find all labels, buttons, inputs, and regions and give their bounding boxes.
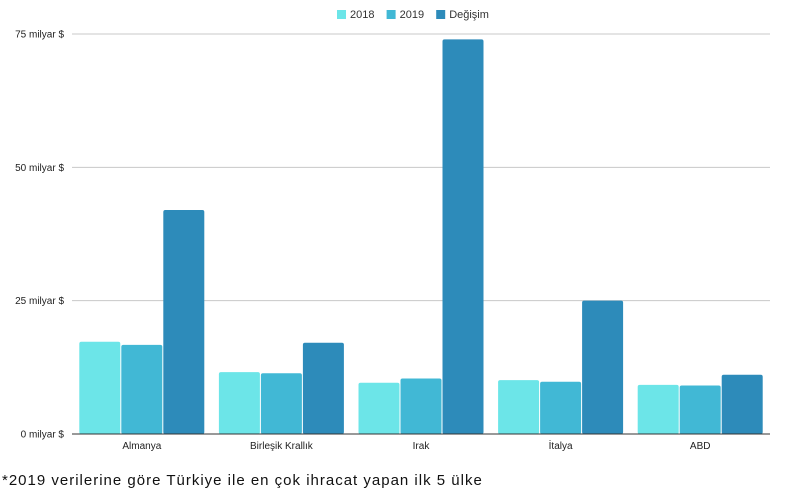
x-category-label: Birleşik Krallık bbox=[250, 441, 314, 452]
y-tick-label: 75 milyar $ bbox=[15, 30, 64, 41]
legend-swatch bbox=[337, 10, 346, 19]
bar-değişim-3 bbox=[582, 300, 624, 434]
legend-swatch bbox=[386, 10, 396, 19]
bar-değişim-4 bbox=[721, 374, 763, 434]
legend-item-1[interactable]: 2019 bbox=[386, 9, 424, 21]
bar-2018-0 bbox=[79, 341, 121, 434]
bars bbox=[79, 39, 763, 434]
bar-2018-2 bbox=[358, 382, 400, 434]
y-tick-label: 25 milyar $ bbox=[15, 296, 64, 307]
bar-2019-1 bbox=[260, 373, 302, 434]
bar-chart: 0 milyar $ 25 milyar $ 50 milyar $ 75 milya… bbox=[15, 9, 770, 452]
legend-item-0[interactable]: 2018 bbox=[337, 9, 374, 21]
y-axis-ticks: 0 milyar $ 25 milyar $ 50 milyar $ 75 milya… bbox=[15, 30, 64, 441]
legend[interactable]: 2018 2019 Değişim bbox=[337, 9, 489, 21]
x-axis-categories: Almanya Birleşik Krallık Irak İtalya ABD bbox=[122, 439, 710, 452]
bar-2019-0 bbox=[121, 344, 163, 434]
y-tick-label: 0 milyar $ bbox=[21, 430, 65, 441]
legend-item-2[interactable]: Değişim bbox=[436, 9, 489, 21]
bar-2018-3 bbox=[498, 380, 540, 434]
footnote: *2019 verilerine göre Türkiye ile en çok… bbox=[2, 472, 483, 489]
legend-swatch bbox=[436, 10, 446, 19]
x-category-label: İtalya bbox=[549, 439, 573, 452]
x-category-label: ABD bbox=[690, 441, 711, 452]
bar-2019-3 bbox=[540, 381, 582, 434]
bar-değişim-1 bbox=[302, 342, 344, 434]
y-tick-label: 50 milyar $ bbox=[15, 163, 64, 174]
legend-label: Değişim bbox=[449, 9, 489, 21]
x-category-label: Almanya bbox=[122, 441, 161, 452]
bar-değişim-0 bbox=[163, 210, 205, 434]
bar-2019-4 bbox=[679, 385, 721, 434]
bar-2019-2 bbox=[400, 378, 442, 434]
legend-label: 2019 bbox=[400, 9, 424, 21]
bar-2018-4 bbox=[637, 384, 679, 434]
legend-label: 2018 bbox=[350, 9, 374, 21]
x-category-label: Irak bbox=[413, 441, 431, 452]
bar-değişim-2 bbox=[442, 39, 484, 434]
bar-2018-1 bbox=[218, 372, 260, 434]
